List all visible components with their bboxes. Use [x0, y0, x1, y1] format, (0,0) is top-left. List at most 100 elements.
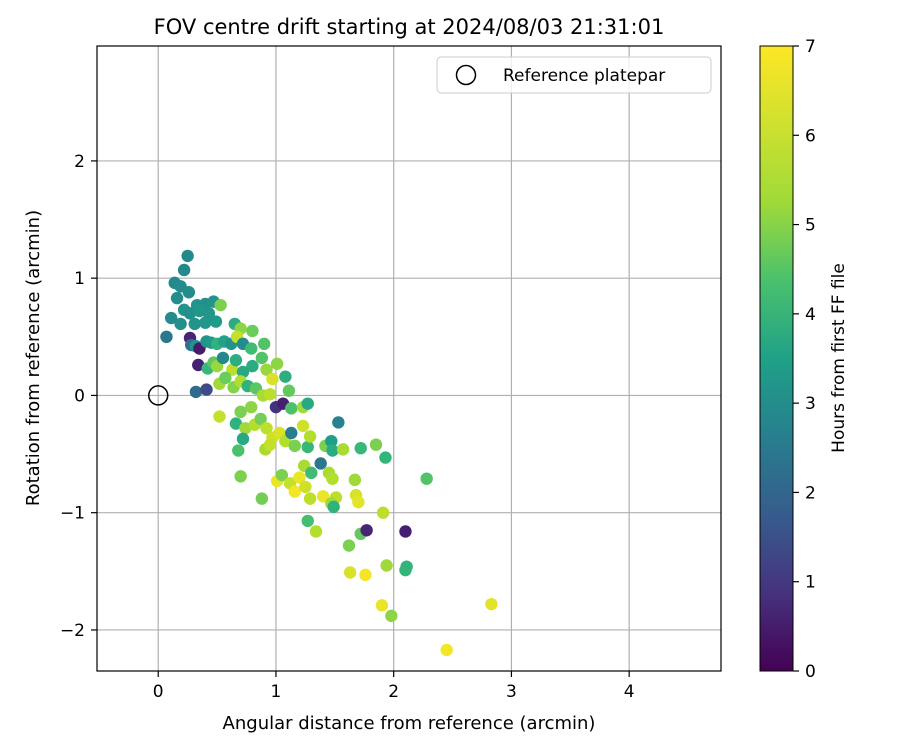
- data-point: [160, 330, 173, 344]
- y-tick-label: −2: [60, 621, 85, 641]
- data-points: [160, 249, 498, 657]
- y-tick-label: 2: [74, 152, 85, 172]
- y-axis-ticks: −2 −1 0 1 2: [60, 152, 97, 641]
- data-point: [182, 286, 196, 299]
- data-point: [255, 351, 269, 365]
- data-point: [279, 370, 292, 383]
- colorbar-tick-label: 4: [805, 305, 816, 325]
- data-point: [270, 357, 284, 370]
- data-point: [219, 371, 232, 385]
- data-point: [257, 337, 271, 351]
- grid-lines: [97, 46, 721, 671]
- data-point: [359, 568, 372, 582]
- data-point: [385, 609, 398, 623]
- data-point: [189, 385, 203, 399]
- data-point: [239, 422, 252, 435]
- data-point: [275, 468, 289, 482]
- data-point: [326, 472, 339, 485]
- data-point: [192, 358, 205, 372]
- data-point: [216, 351, 230, 365]
- data-point: [299, 480, 312, 494]
- reference-platepar-marker: [147, 385, 169, 406]
- data-point: [177, 263, 191, 277]
- data-point: [202, 307, 216, 320]
- x-tick-label: 4: [624, 682, 635, 702]
- data-point: [255, 492, 269, 505]
- x-tick-label: 3: [506, 682, 517, 702]
- colorbar-ticks: 0 1 2 3 4 5 6 7: [793, 37, 816, 682]
- colorbar-tick-label: 6: [805, 126, 816, 146]
- data-point: [301, 514, 314, 528]
- data-point: [288, 439, 301, 453]
- data-point: [214, 298, 227, 312]
- data-point: [254, 412, 267, 426]
- data-point: [305, 466, 318, 480]
- data-point: [282, 384, 296, 397]
- data-point: [288, 485, 301, 498]
- y-axis-label: Rotation from reference (arcmin): [23, 210, 44, 506]
- data-point: [245, 342, 258, 355]
- data-point: [170, 291, 184, 305]
- plot-frame: [96, 45, 722, 672]
- data-point: [327, 500, 340, 514]
- data-point: [285, 426, 298, 440]
- data-point: [236, 365, 250, 379]
- chart-title: FOV centre drift starting at 2024/08/03 …: [154, 15, 665, 39]
- colorbar-tick-label: 3: [805, 394, 816, 414]
- data-point: [266, 372, 279, 386]
- data-point: [343, 566, 357, 579]
- data-point: [325, 434, 338, 448]
- x-tick-label: 2: [388, 682, 399, 702]
- data-point: [352, 495, 365, 509]
- x-axis-ticks: 0 1 2 3 4: [153, 671, 635, 702]
- y-tick-label: 0: [74, 386, 85, 406]
- data-point: [263, 388, 277, 401]
- colorbar-gradient: [759, 45, 794, 672]
- data-point: [226, 363, 239, 376]
- data-point: [309, 525, 323, 538]
- x-axis-label: Angular distance from reference (arcmin): [223, 713, 596, 734]
- data-point: [188, 317, 201, 331]
- data-point: [229, 354, 243, 367]
- data-point: [440, 643, 453, 657]
- colorbar-tick-label: 5: [805, 216, 816, 236]
- data-point: [420, 472, 433, 485]
- data-point: [336, 443, 350, 456]
- data-point: [260, 422, 273, 435]
- data-point: [485, 597, 498, 611]
- data-point: [369, 438, 383, 451]
- data-point: [376, 506, 390, 519]
- data-point: [236, 432, 250, 446]
- data-point: [234, 405, 247, 419]
- data-point: [399, 525, 412, 538]
- data-point: [379, 451, 392, 464]
- data-point: [183, 307, 197, 320]
- legend-label: Reference platepar: [503, 66, 665, 86]
- data-point: [164, 311, 178, 325]
- x-tick-label: 1: [271, 682, 282, 702]
- y-tick-label: −1: [60, 504, 85, 524]
- data-point: [303, 492, 317, 505]
- x-tick-label: 0: [153, 682, 164, 702]
- data-point: [293, 471, 306, 484]
- data-point: [296, 419, 310, 433]
- data-point: [399, 563, 412, 577]
- plot-area: 0 1 2 3 4 −2 −1 0 1 2: [60, 45, 722, 702]
- colorbar: 0 1 2 3 4 5 6 7 Hours from first FF file: [759, 37, 849, 682]
- colorbar-tick-label: 1: [805, 573, 816, 593]
- data-point: [232, 444, 245, 457]
- data-point: [316, 490, 330, 503]
- colorbar-tick-label: 2: [805, 483, 816, 503]
- legend: Reference platepar: [436, 56, 712, 94]
- data-point: [285, 402, 298, 415]
- data-point: [246, 359, 259, 373]
- data-point: [375, 599, 389, 612]
- legend-marker-icon: [455, 64, 477, 86]
- data-point: [354, 442, 367, 455]
- data-point: [193, 304, 206, 318]
- data-point: [245, 400, 258, 414]
- data-point: [348, 473, 362, 487]
- data-point: [200, 383, 213, 396]
- data-point: [360, 524, 373, 537]
